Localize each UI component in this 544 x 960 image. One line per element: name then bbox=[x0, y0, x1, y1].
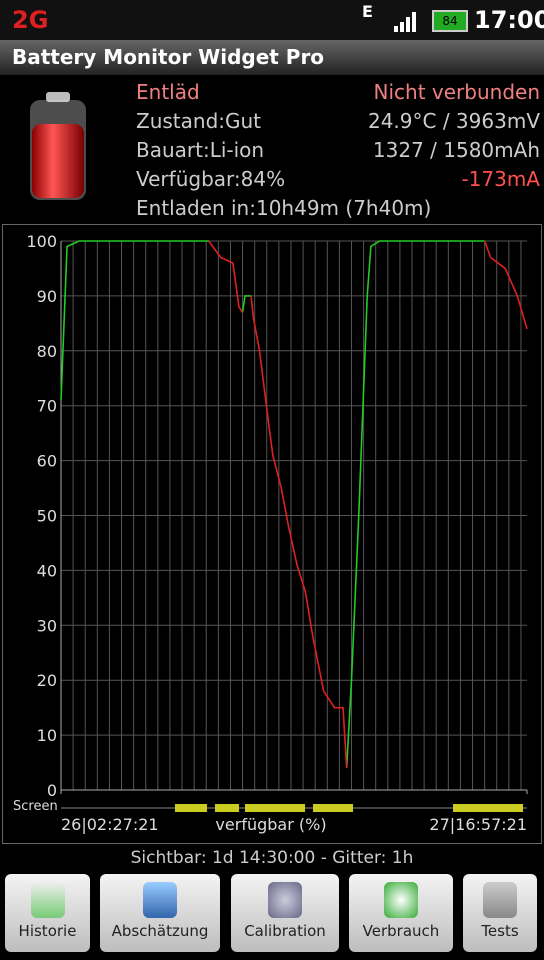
info-left: Zustand:Gut bbox=[136, 109, 262, 133]
clock: 17:00 bbox=[474, 6, 544, 34]
data-line bbox=[208, 240, 528, 769]
signal-icon bbox=[394, 12, 416, 32]
button-label: Verbrauch bbox=[362, 922, 440, 940]
button-icon bbox=[143, 882, 177, 918]
info-left: Verfügbar:84% bbox=[136, 167, 286, 191]
info-right: 24.9°C / 3963mV bbox=[367, 109, 540, 133]
nav-button[interactable]: Abschätzung bbox=[100, 874, 220, 952]
info-right: Nicht verbunden bbox=[373, 80, 540, 104]
nav-button[interactable]: Verbrauch bbox=[349, 874, 453, 952]
y-tick-label: 90 bbox=[37, 287, 57, 306]
y-tick-label: 20 bbox=[37, 671, 57, 690]
button-label: Abschätzung bbox=[111, 922, 209, 940]
info-left: Entladen in:10h49m (7h40m) bbox=[136, 196, 432, 220]
y-tick-label: 10 bbox=[37, 726, 57, 745]
y-tick-label: 80 bbox=[37, 342, 57, 361]
y-tick-label: 30 bbox=[37, 616, 57, 635]
info-right: 1327 / 1580mAh bbox=[372, 138, 540, 162]
footer-text: Sichtbar: 1d 14:30:00 - Gitter: 1h bbox=[130, 848, 414, 868]
status-bar: 2G E 84 17:00 bbox=[0, 0, 544, 40]
info-left: Entläd bbox=[136, 80, 200, 104]
button-label: Calibration bbox=[244, 922, 326, 940]
y-tick-label: 0 bbox=[47, 781, 57, 800]
network-type: 2G bbox=[12, 6, 49, 34]
data-line bbox=[60, 240, 485, 769]
button-icon bbox=[483, 882, 517, 918]
battery-status: 84 bbox=[432, 10, 468, 32]
y-tick-label: 70 bbox=[37, 397, 57, 416]
chart: Screen verfügbar (%) 0 10 20 30 40 50 60 70 80 90… bbox=[13, 232, 528, 834]
x-tick-label: 26|02:27:21 bbox=[61, 815, 159, 834]
x-axis-label: verfügbar (%) bbox=[215, 815, 326, 834]
chart-panel: Screen verfügbar (%) 0 10 20 30 40 50 60 70 80 90… bbox=[2, 224, 542, 844]
info-right: -173mA bbox=[461, 167, 540, 191]
button-icon bbox=[268, 882, 302, 918]
y-tick-label: 60 bbox=[37, 452, 57, 471]
app-title: Battery Monitor Widget Pro bbox=[0, 40, 544, 75]
y-tick-label: 50 bbox=[37, 507, 57, 526]
nav-button[interactable]: Historie bbox=[5, 874, 90, 952]
nav-button[interactable]: Tests bbox=[463, 874, 537, 952]
button-label: Tests bbox=[481, 922, 519, 940]
button-icon bbox=[30, 882, 65, 918]
button-icon bbox=[384, 882, 418, 918]
info-left: Bauart:Li-ion bbox=[136, 138, 265, 162]
x-tick-label: 27|16:57:21 bbox=[429, 815, 527, 834]
y-tick-label: 100 bbox=[26, 232, 57, 251]
data-indicator: E bbox=[362, 2, 373, 21]
nav-button[interactable]: Calibration bbox=[231, 874, 339, 952]
button-label: Historie bbox=[18, 922, 77, 940]
screen-label: Screen bbox=[13, 799, 58, 814]
battery-icon bbox=[30, 92, 86, 200]
screen-activity bbox=[175, 804, 523, 812]
y-tick-label: 40 bbox=[37, 561, 57, 580]
